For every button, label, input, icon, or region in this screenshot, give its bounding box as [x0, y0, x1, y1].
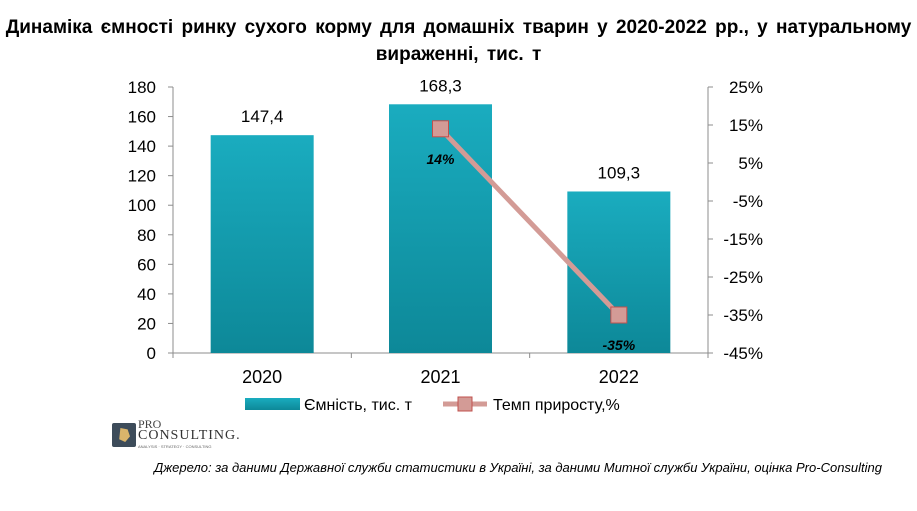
y-right-tick-label: 5% [738, 154, 763, 173]
y-left-tick-label: 20 [137, 314, 156, 333]
bar-2020 [210, 135, 314, 353]
legend-label-growth: Темп приросту,% [493, 397, 620, 414]
logo-tagline: ANALYSIS · STRATEGY · CONSULTING [138, 444, 212, 449]
x-tick-label: 2022 [599, 367, 639, 387]
source-note: Джерело: за даними Державної служби стат… [154, 460, 882, 475]
bar-data-label: 147,4 [241, 107, 284, 126]
growth-data-label: -35% [602, 337, 635, 353]
growth-data-label: 14% [426, 151, 455, 167]
bar-2021 [389, 104, 492, 353]
logo-text-consulting: CONSULTING. [138, 428, 241, 443]
growth-line [438, 127, 621, 317]
y-right-tick-label: -35% [723, 306, 763, 325]
y-left-tick-label: 60 [137, 255, 156, 274]
legend-label-capacity: Ємність, тис. т [304, 397, 413, 414]
y-left-tick-label: 160 [128, 108, 156, 127]
logo-icon [112, 423, 136, 447]
x-tick-label: 2021 [420, 367, 460, 387]
logo-text-pro: PRO [138, 417, 162, 431]
y-right-tick-label: -25% [723, 268, 763, 287]
y-right-tick-label: 15% [729, 116, 763, 135]
y-left-tick-label: 100 [128, 196, 156, 215]
bar-data-label: 109,3 [598, 163, 641, 182]
x-tick-label: 2020 [242, 367, 282, 387]
bar-data-label: 168,3 [419, 76, 462, 95]
chart-title: Динаміка ємності ринку сухого корму для … [5, 17, 912, 65]
legend-marker-growth [457, 396, 473, 412]
y-left-tick-label: 120 [128, 167, 156, 186]
y-left-tick-label: 0 [147, 344, 156, 363]
legend-swatch-capacity [245, 398, 300, 410]
bar-2022 [567, 191, 671, 353]
y-right-tick-label: -5% [733, 192, 763, 211]
growth-marker [432, 120, 449, 138]
growth-marker [610, 306, 628, 324]
y-right-tick-label: -15% [723, 230, 763, 249]
y-right-tick-label: -45% [723, 344, 763, 363]
y-left-tick-label: 180 [128, 78, 156, 97]
y-right-tick-label: 25% [729, 78, 763, 97]
pro-consulting-logo: PRO CONSULTING. ANALYSIS · STRATEGY · CO… [112, 417, 242, 451]
y-left-tick-label: 40 [137, 285, 156, 304]
y-left-tick-label: 140 [128, 137, 156, 156]
y-left-tick-label: 80 [137, 226, 156, 245]
